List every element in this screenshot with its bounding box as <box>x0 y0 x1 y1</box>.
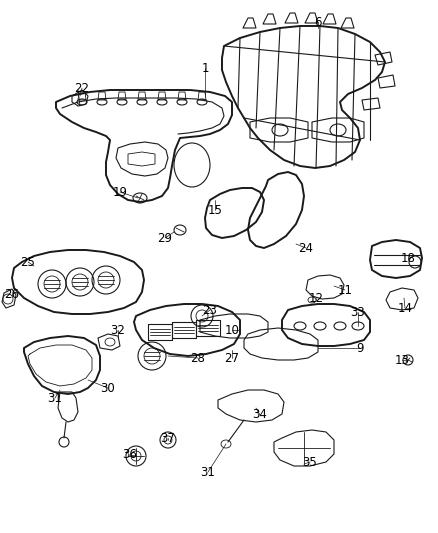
Text: 33: 33 <box>351 305 365 319</box>
Text: 19: 19 <box>113 185 127 198</box>
Text: 37: 37 <box>161 432 176 445</box>
Text: 29: 29 <box>158 231 173 245</box>
Text: 25: 25 <box>21 255 35 269</box>
Text: 32: 32 <box>110 324 125 336</box>
Text: 10: 10 <box>225 324 240 336</box>
Text: 36: 36 <box>123 448 138 462</box>
Text: 30: 30 <box>101 382 115 394</box>
Text: 13: 13 <box>395 353 410 367</box>
Text: 18: 18 <box>401 252 415 264</box>
Text: 31: 31 <box>201 465 215 479</box>
Text: 24: 24 <box>299 241 314 254</box>
Text: 22: 22 <box>74 82 89 94</box>
Text: 31: 31 <box>48 392 63 405</box>
Text: 27: 27 <box>225 351 240 365</box>
Text: 28: 28 <box>191 351 205 365</box>
Text: 34: 34 <box>253 408 268 422</box>
Text: 11: 11 <box>338 284 353 296</box>
Text: 15: 15 <box>208 204 223 216</box>
Text: 35: 35 <box>303 456 318 469</box>
Text: 6: 6 <box>314 15 322 28</box>
Text: 23: 23 <box>202 303 217 317</box>
Text: 12: 12 <box>308 292 324 304</box>
Text: 9: 9 <box>356 342 364 354</box>
Text: 26: 26 <box>4 288 20 302</box>
Text: 14: 14 <box>398 302 413 314</box>
Text: 1: 1 <box>201 61 209 75</box>
